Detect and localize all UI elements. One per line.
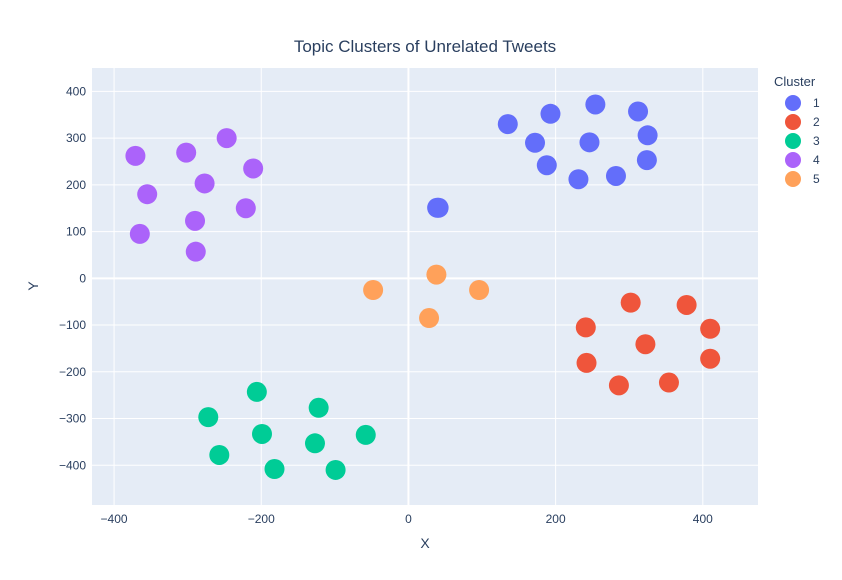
cluster-4-point[interactable] (129, 223, 150, 244)
cluster-4-point[interactable] (176, 142, 197, 163)
cluster-5-point[interactable] (419, 308, 440, 329)
cluster-1-point[interactable] (428, 197, 449, 218)
cluster-4-point[interactable] (235, 198, 256, 219)
legend-marker (785, 114, 801, 130)
cluster-2-point[interactable] (700, 318, 721, 339)
cluster-4-point[interactable] (243, 158, 264, 179)
x-tick-label: 200 (546, 512, 566, 526)
data-points (125, 94, 721, 480)
legend-marker (785, 95, 801, 111)
cluster-2-point[interactable] (658, 372, 679, 393)
legend-item-2[interactable]: 2 (785, 114, 820, 130)
cluster-1-point[interactable] (536, 155, 557, 176)
cluster-5-point[interactable] (363, 280, 384, 301)
y-tick-labels: −400 −300 −200 −100 0 100 200 300 400 (59, 84, 86, 472)
cluster-4-point[interactable] (216, 128, 237, 149)
cluster-1-point[interactable] (628, 101, 649, 122)
legend-item-4[interactable]: 4 (785, 152, 820, 168)
legend-marker (785, 133, 801, 149)
cluster-4-point[interactable] (125, 145, 146, 166)
y-tick-label: −200 (59, 365, 86, 379)
legend-marker (785, 171, 801, 187)
cluster-3-point[interactable] (304, 433, 325, 454)
x-tick-label: 0 (405, 512, 412, 526)
y-tick-label: 100 (66, 225, 86, 239)
cluster-2-point[interactable] (676, 294, 697, 315)
chart-title: Topic Clusters of Unrelated Tweets (294, 37, 556, 56)
x-tick-label: −200 (248, 512, 275, 526)
cluster-4-point[interactable] (137, 184, 158, 205)
legend-item-5[interactable]: 5 (785, 171, 820, 187)
cluster-4-point[interactable] (185, 210, 206, 231)
cluster-2-point[interactable] (575, 317, 596, 338)
cluster-2-point[interactable] (700, 348, 721, 369)
legend-item-1[interactable]: 1 (785, 95, 820, 111)
legend-label: 5 (813, 172, 820, 186)
cluster-1-point[interactable] (568, 169, 589, 190)
cluster-1-point[interactable] (636, 150, 657, 171)
cluster-5-point[interactable] (426, 264, 447, 285)
legend-marker (785, 152, 801, 168)
x-tick-label: 400 (693, 512, 713, 526)
y-tick-label: −100 (59, 318, 86, 332)
cluster-3-point[interactable] (209, 444, 230, 465)
cluster-1-point[interactable] (497, 114, 518, 135)
cluster-1-point[interactable] (605, 165, 626, 186)
y-axis-title: Y (25, 281, 41, 291)
x-tick-label: −400 (101, 512, 128, 526)
cluster-5-point[interactable] (469, 280, 490, 301)
cluster-3-point[interactable] (308, 397, 329, 418)
legend-label: 1 (813, 96, 820, 110)
x-tick-labels: −400 −200 0 200 400 (101, 512, 714, 526)
y-tick-label: 300 (66, 131, 86, 145)
cluster-2-point[interactable] (620, 292, 641, 313)
cluster-1-point[interactable] (637, 125, 658, 146)
cluster-3-point[interactable] (246, 381, 267, 402)
legend-item-3[interactable]: 3 (785, 133, 820, 149)
legend[interactable]: Cluster 1 2 3 4 5 (774, 74, 820, 187)
cluster-2-point[interactable] (576, 352, 597, 373)
cluster-3-point[interactable] (251, 423, 272, 444)
y-tick-label: 0 (79, 271, 86, 285)
cluster-1-point[interactable] (525, 132, 546, 153)
y-tick-label: 200 (66, 178, 86, 192)
y-tick-label: −400 (59, 458, 86, 472)
plot-background (92, 68, 758, 505)
legend-title: Cluster (774, 74, 816, 89)
x-axis-title: X (420, 535, 430, 551)
y-tick-label: −300 (59, 412, 86, 426)
cluster-3-point[interactable] (355, 424, 376, 445)
cluster-1-point[interactable] (585, 94, 606, 115)
cluster-1-point[interactable] (579, 132, 600, 153)
cluster-4-point[interactable] (194, 173, 215, 194)
cluster-3-point[interactable] (264, 459, 285, 480)
legend-items[interactable]: 1 2 3 4 5 (785, 95, 820, 187)
legend-label: 3 (813, 134, 820, 148)
cluster-1-point[interactable] (540, 103, 561, 124)
legend-label: 4 (813, 153, 820, 167)
legend-label: 2 (813, 115, 820, 129)
cluster-4-point[interactable] (185, 241, 206, 262)
cluster-3-point[interactable] (198, 407, 219, 428)
y-tick-label: 400 (66, 84, 86, 98)
cluster-2-point[interactable] (608, 375, 629, 396)
cluster-2-point[interactable] (635, 334, 656, 355)
cluster-3-point[interactable] (325, 459, 346, 480)
